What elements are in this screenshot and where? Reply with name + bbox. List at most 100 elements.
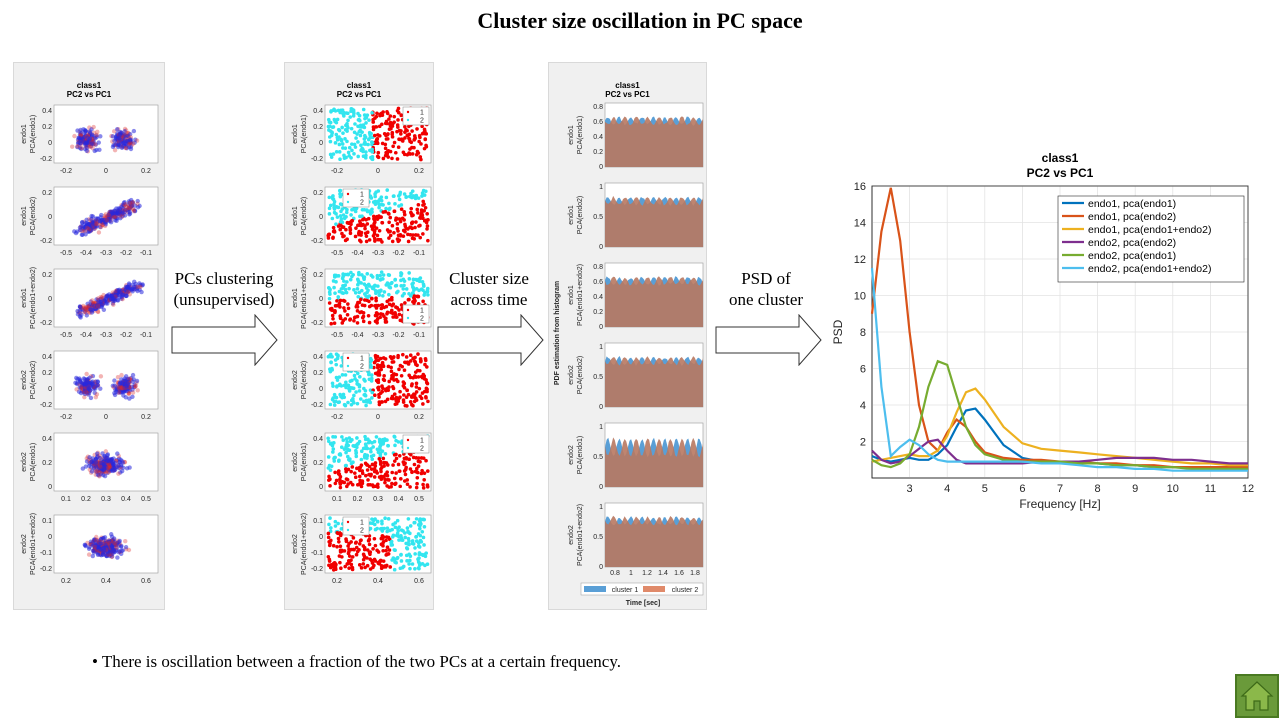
y-tick-label: -0.2 (40, 566, 52, 573)
chart-subtitle: PC2 vs PC1 (1027, 166, 1094, 180)
legend-entry: 1 (420, 308, 424, 315)
panel-title-line1: class1 (346, 81, 372, 90)
scatter-subplot-svg: endo1 PCA(endo1+endo2) 0.2 0 -0.2 -0.5 -0.4 -0.… (21, 267, 159, 339)
y-axis-label: PCA(endo1) (30, 115, 37, 154)
scatter-subplot: endo1 PCA(endo2) 0.2 0 -0.2 -0.5 -0.4 -0.3 -0.2 -… (14, 185, 164, 265)
y-tick-label: 0.2 (313, 190, 323, 197)
y-axis-label: PCA(endo1) (30, 443, 37, 482)
y-tick-label: 0.8 (593, 104, 603, 111)
x-tick-label: 5 (982, 483, 988, 495)
y-tick-label: 0 (599, 564, 603, 571)
x-tick-label: -0.1 (413, 332, 425, 339)
y-tick-label: 0.4 (313, 436, 323, 443)
x-tick-label: -0.3 (372, 332, 384, 339)
legend-entry: endo1, pca(endo2) (1088, 211, 1176, 223)
x-tick-label: 0.1 (332, 496, 342, 503)
y-tick-label: 10 (854, 291, 866, 303)
x-axis-label: Time [sec] (626, 600, 661, 607)
pdf-subplot-svg: endo1 PCA(endo2) 1 0.5 0 (568, 182, 704, 251)
y-axis-label: PSD (831, 319, 845, 344)
legend-entry: 1 (360, 192, 364, 199)
right-arrow-icon (171, 314, 278, 366)
cluster2-area (605, 515, 703, 567)
scatter-points (69, 124, 140, 154)
home-button[interactable] (1235, 674, 1279, 718)
x-tick-label: 10 (1167, 483, 1179, 495)
psd-chart: 3 4 5 6 7 8 9 10 11 12 2 4 6 8 10 12 14 16 class1 PC2 vs PC… (820, 150, 1260, 520)
y-axis-label: endo1 (21, 124, 28, 144)
x-tick-label: 0.2 (414, 414, 424, 421)
legend-entry: 1 (360, 356, 364, 363)
y-axis-label: endo2 (21, 452, 28, 472)
y-axis-label: PCA(endo2) (301, 197, 308, 236)
y-axis-label: PCA(endo2) (577, 196, 584, 235)
x-tick-label: -0.1 (140, 332, 152, 339)
x-tick-label: -0.2 (392, 332, 404, 339)
scatter-subplot-svg: endo2 PCA(endo2) 0.4 0.2 0 -0.2 -0.2 0 0.2 (21, 350, 159, 421)
cluster-points (326, 352, 430, 408)
x-tick-label: 0.4 (121, 496, 131, 503)
right-arrow-icon (715, 314, 822, 366)
x-tick-label: 8 (1095, 483, 1101, 495)
y-tick-label: 0 (599, 404, 603, 411)
scatter-points (80, 449, 132, 479)
y-axis-label: endo1 (292, 288, 299, 308)
y-tick-label: 14 (854, 218, 866, 230)
y-tick-label: -0.2 (311, 402, 323, 409)
scatter-subplot-svg: endo2 PCA(endo1+endo2) 0.1 0 -0.1 -0.2 0.2 0.4 0… (21, 513, 159, 585)
y-tick-label: -0.2 (40, 238, 52, 245)
arrow-label-line1: PSD of (741, 269, 791, 288)
y-tick-label: 0.4 (42, 354, 52, 361)
y-tick-label: -0.2 (40, 402, 52, 409)
x-tick-label: -0.2 (331, 168, 343, 175)
cluster-subplot: 1 2 endo2 PCA(endo1+endo2) 0.1 0 -0.1 -0.2 0.2 0.… (285, 513, 435, 593)
x-tick-label: -0.2 (392, 250, 404, 257)
y-axis-label: PCA(endo1+endo2) (30, 513, 37, 575)
cluster-subplot-svg: 12 endo2 PCA(endo1+endo2) 0.1 0 -0.1 -0.2 0.2 0.… (292, 513, 432, 585)
y-axis-label: PCA(endo1+endo2) (301, 267, 308, 329)
legend-entry: 2 (360, 200, 364, 207)
y-tick-label: 0.5 (593, 534, 603, 541)
cluster-subplot: 1 2 endo2 PCA(endo1) 0.4 0.2 0 0.1 0.2 0.3 0.4 0.5 (285, 431, 435, 511)
y-tick-label: -0.2 (40, 156, 52, 163)
pdf-panel: class1 PC2 vs PC1 endo1 PCA(endo1) 0.8 0.6 0… (548, 62, 707, 610)
x-tick-label: -0.2 (60, 414, 72, 421)
legend-entry: 2 (360, 528, 364, 535)
arrow-label-line2: one cluster (728, 290, 804, 309)
cluster-subplot: 1 2 endo1 PCA(endo1+endo2) 0.2 0 -0.2 -0.5 -0.4 -… (285, 267, 435, 347)
cluster-subplot-svg: 12 endo1 PCA(endo2) 0.2 0 -0.2 -0.5 -0.4 -0.3 -0.… (292, 186, 432, 257)
x-tick-label: 0.1 (61, 496, 71, 503)
pdf-subplot-svg: endo1 PCA(endo1+endo2) 0.8 0.6 0.4 0.2 0 (568, 262, 704, 331)
y-tick-label: 0.6 (593, 279, 603, 286)
y-axis-label: PCA(endo1+endo2) (577, 264, 584, 326)
scatter-subplot-svg: endo2 PCA(endo1) 0.4 0.2 0 0.1 0.2 0.3 0.4 0.5 (21, 432, 159, 503)
slide-title: Cluster size oscillation in PC space (477, 8, 803, 33)
x-tick-label: 11 (1205, 483, 1216, 495)
psd-series-line-4 (871, 438, 1248, 465)
x-tick-label: 0.2 (353, 496, 363, 503)
y-axis-label: PCA(endo2) (577, 356, 584, 395)
y-tick-label: -0.2 (311, 320, 323, 327)
y-axis-label: endo1 (568, 285, 575, 305)
y-tick-label: 4 (860, 400, 866, 412)
psd-series-line-5 (871, 359, 1248, 470)
pdf-subplot: endo1 PCA(endo2) 1 0.5 0 (549, 181, 707, 253)
x-tick-label: 0.2 (61, 578, 71, 585)
legend-entry: endo2, pca(endo1) (1088, 250, 1176, 262)
y-tick-label: 0.1 (313, 518, 323, 525)
x-tick-label: 0.2 (414, 168, 424, 175)
x-tick-label: 0.4 (373, 578, 383, 585)
scatter-subplot-svg: endo1 PCA(endo1) 0.4 0.2 0 -0.2 -0.2 0 0.2 (21, 104, 159, 175)
y-tick-label: 0.4 (42, 108, 52, 115)
arrow-label-clustering: PCs clustering (unsupervised) (160, 268, 288, 310)
y-tick-label: 0 (599, 244, 603, 251)
y-tick-label: 0 (48, 214, 52, 221)
legend-entry: cluster 1 (612, 587, 639, 594)
x-tick-label: -0.1 (140, 250, 152, 257)
x-tick-label: 9 (1132, 483, 1138, 495)
y-axis-label: endo1 (292, 206, 299, 226)
x-tick-label: 0 (376, 168, 380, 175)
y-tick-label: -0.1 (311, 550, 323, 557)
arrow-label-line2: (unsupervised) (173, 290, 275, 309)
